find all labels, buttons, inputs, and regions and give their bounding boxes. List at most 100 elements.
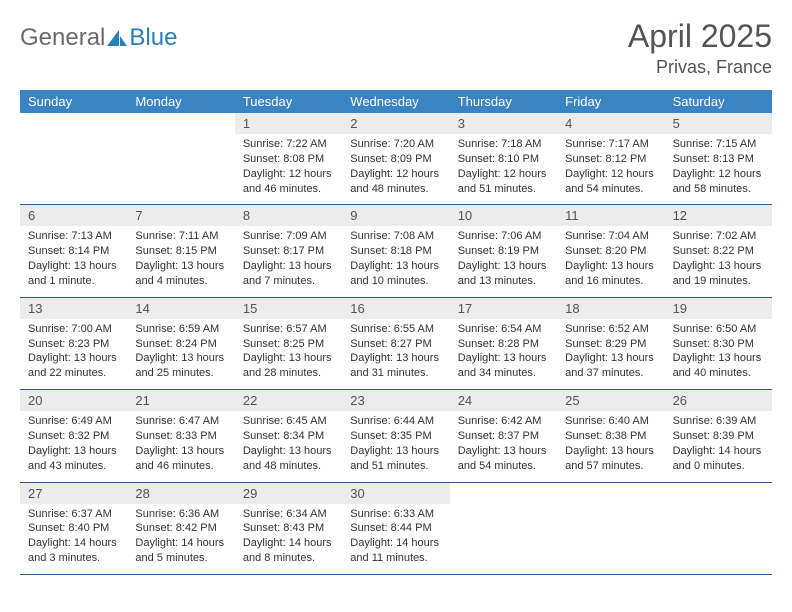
sunrise-text: Sunrise: 6:49 AM bbox=[28, 414, 119, 429]
weekday-header: Saturday bbox=[665, 90, 772, 113]
day-number: 25 bbox=[557, 390, 664, 411]
daylight-text: Daylight: 14 hours and 5 minutes. bbox=[135, 536, 226, 566]
daylight-text: Daylight: 13 hours and 1 minute. bbox=[28, 259, 119, 289]
sunset-text: Sunset: 8:12 PM bbox=[565, 152, 656, 167]
day-body: Sunrise: 6:59 AMSunset: 8:24 PMDaylight:… bbox=[127, 319, 234, 389]
sunrise-text: Sunrise: 6:52 AM bbox=[565, 322, 656, 337]
daylight-text: Daylight: 13 hours and 54 minutes. bbox=[458, 444, 549, 474]
day-cell: 20Sunrise: 6:49 AMSunset: 8:32 PMDayligh… bbox=[20, 390, 127, 481]
sunrise-text: Sunrise: 7:08 AM bbox=[350, 229, 441, 244]
day-number: 18 bbox=[557, 298, 664, 319]
sunset-text: Sunset: 8:38 PM bbox=[565, 429, 656, 444]
sunset-text: Sunset: 8:35 PM bbox=[350, 429, 441, 444]
daylight-text: Daylight: 14 hours and 8 minutes. bbox=[243, 536, 334, 566]
day-body: Sunrise: 7:22 AMSunset: 8:08 PMDaylight:… bbox=[235, 134, 342, 204]
daylight-text: Daylight: 14 hours and 3 minutes. bbox=[28, 536, 119, 566]
day-number: 7 bbox=[127, 205, 234, 226]
day-body: Sunrise: 6:45 AMSunset: 8:34 PMDaylight:… bbox=[235, 411, 342, 481]
sunrise-text: Sunrise: 6:36 AM bbox=[135, 507, 226, 522]
sunrise-text: Sunrise: 6:34 AM bbox=[243, 507, 334, 522]
weekday-header: Sunday bbox=[20, 90, 127, 113]
weekday-header: Tuesday bbox=[235, 90, 342, 113]
brand-part1: General bbox=[20, 24, 105, 52]
day-number bbox=[127, 113, 234, 119]
sunset-text: Sunset: 8:32 PM bbox=[28, 429, 119, 444]
weeks-container: 1Sunrise: 7:22 AMSunset: 8:08 PMDaylight… bbox=[20, 113, 772, 575]
day-number: 12 bbox=[665, 205, 772, 226]
sunrise-text: Sunrise: 7:13 AM bbox=[28, 229, 119, 244]
daylight-text: Daylight: 12 hours and 51 minutes. bbox=[458, 167, 549, 197]
daylight-text: Daylight: 13 hours and 31 minutes. bbox=[350, 351, 441, 381]
sunrise-text: Sunrise: 6:45 AM bbox=[243, 414, 334, 429]
day-body: Sunrise: 6:57 AMSunset: 8:25 PMDaylight:… bbox=[235, 319, 342, 389]
day-body: Sunrise: 6:50 AMSunset: 8:30 PMDaylight:… bbox=[665, 319, 772, 389]
day-body: Sunrise: 6:33 AMSunset: 8:44 PMDaylight:… bbox=[342, 504, 449, 574]
week-row: 27Sunrise: 6:37 AMSunset: 8:40 PMDayligh… bbox=[20, 483, 772, 575]
daylight-text: Daylight: 13 hours and 13 minutes. bbox=[458, 259, 549, 289]
day-cell: 27Sunrise: 6:37 AMSunset: 8:40 PMDayligh… bbox=[20, 483, 127, 574]
sunset-text: Sunset: 8:25 PM bbox=[243, 337, 334, 352]
day-body: Sunrise: 6:40 AMSunset: 8:38 PMDaylight:… bbox=[557, 411, 664, 481]
daylight-text: Daylight: 12 hours and 46 minutes. bbox=[243, 167, 334, 197]
sunrise-text: Sunrise: 7:11 AM bbox=[135, 229, 226, 244]
day-body: Sunrise: 6:39 AMSunset: 8:39 PMDaylight:… bbox=[665, 411, 772, 481]
sunset-text: Sunset: 8:10 PM bbox=[458, 152, 549, 167]
brand-part2: Blue bbox=[129, 24, 177, 52]
sunset-text: Sunset: 8:19 PM bbox=[458, 244, 549, 259]
day-body: Sunrise: 7:00 AMSunset: 8:23 PMDaylight:… bbox=[20, 319, 127, 389]
daylight-text: Daylight: 13 hours and 37 minutes. bbox=[565, 351, 656, 381]
daylight-text: Daylight: 12 hours and 54 minutes. bbox=[565, 167, 656, 197]
sunrise-text: Sunrise: 6:44 AM bbox=[350, 414, 441, 429]
day-number: 9 bbox=[342, 205, 449, 226]
day-body: Sunrise: 7:11 AMSunset: 8:15 PMDaylight:… bbox=[127, 226, 234, 296]
day-cell: 11Sunrise: 7:04 AMSunset: 8:20 PMDayligh… bbox=[557, 205, 664, 296]
day-number: 13 bbox=[20, 298, 127, 319]
sunrise-text: Sunrise: 7:00 AM bbox=[28, 322, 119, 337]
location: Privas, France bbox=[628, 57, 772, 78]
day-cell bbox=[127, 113, 234, 204]
day-number bbox=[557, 483, 664, 489]
day-cell: 7Sunrise: 7:11 AMSunset: 8:15 PMDaylight… bbox=[127, 205, 234, 296]
day-number: 17 bbox=[450, 298, 557, 319]
day-cell: 30Sunrise: 6:33 AMSunset: 8:44 PMDayligh… bbox=[342, 483, 449, 574]
sunrise-text: Sunrise: 7:22 AM bbox=[243, 137, 334, 152]
day-cell: 13Sunrise: 7:00 AMSunset: 8:23 PMDayligh… bbox=[20, 298, 127, 389]
day-cell bbox=[450, 483, 557, 574]
day-number: 3 bbox=[450, 113, 557, 134]
sunset-text: Sunset: 8:13 PM bbox=[673, 152, 764, 167]
day-body: Sunrise: 6:52 AMSunset: 8:29 PMDaylight:… bbox=[557, 319, 664, 389]
day-number: 19 bbox=[665, 298, 772, 319]
day-cell: 24Sunrise: 6:42 AMSunset: 8:37 PMDayligh… bbox=[450, 390, 557, 481]
weekday-header: Monday bbox=[127, 90, 234, 113]
month-title: April 2025 bbox=[628, 18, 772, 55]
sunrise-text: Sunrise: 7:09 AM bbox=[243, 229, 334, 244]
sunrise-text: Sunrise: 7:18 AM bbox=[458, 137, 549, 152]
daylight-text: Daylight: 14 hours and 11 minutes. bbox=[350, 536, 441, 566]
day-body: Sunrise: 7:17 AMSunset: 8:12 PMDaylight:… bbox=[557, 134, 664, 204]
day-number: 4 bbox=[557, 113, 664, 134]
day-number: 20 bbox=[20, 390, 127, 411]
day-body: Sunrise: 6:34 AMSunset: 8:43 PMDaylight:… bbox=[235, 504, 342, 574]
brand-logo: General Blue bbox=[20, 18, 177, 52]
week-row: 13Sunrise: 7:00 AMSunset: 8:23 PMDayligh… bbox=[20, 298, 772, 390]
sunrise-text: Sunrise: 6:33 AM bbox=[350, 507, 441, 522]
daylight-text: Daylight: 14 hours and 0 minutes. bbox=[673, 444, 764, 474]
sunset-text: Sunset: 8:24 PM bbox=[135, 337, 226, 352]
day-body: Sunrise: 7:08 AMSunset: 8:18 PMDaylight:… bbox=[342, 226, 449, 296]
day-cell bbox=[557, 483, 664, 574]
day-number: 27 bbox=[20, 483, 127, 504]
daylight-text: Daylight: 13 hours and 25 minutes. bbox=[135, 351, 226, 381]
sunrise-text: Sunrise: 6:37 AM bbox=[28, 507, 119, 522]
sunset-text: Sunset: 8:17 PM bbox=[243, 244, 334, 259]
sunset-text: Sunset: 8:23 PM bbox=[28, 337, 119, 352]
sunset-text: Sunset: 8:20 PM bbox=[565, 244, 656, 259]
sunset-text: Sunset: 8:44 PM bbox=[350, 521, 441, 536]
daylight-text: Daylight: 13 hours and 51 minutes. bbox=[350, 444, 441, 474]
day-cell: 21Sunrise: 6:47 AMSunset: 8:33 PMDayligh… bbox=[127, 390, 234, 481]
day-body: Sunrise: 6:44 AMSunset: 8:35 PMDaylight:… bbox=[342, 411, 449, 481]
day-number: 10 bbox=[450, 205, 557, 226]
daylight-text: Daylight: 12 hours and 48 minutes. bbox=[350, 167, 441, 197]
sunrise-text: Sunrise: 7:17 AM bbox=[565, 137, 656, 152]
sunrise-text: Sunrise: 6:59 AM bbox=[135, 322, 226, 337]
day-cell: 26Sunrise: 6:39 AMSunset: 8:39 PMDayligh… bbox=[665, 390, 772, 481]
